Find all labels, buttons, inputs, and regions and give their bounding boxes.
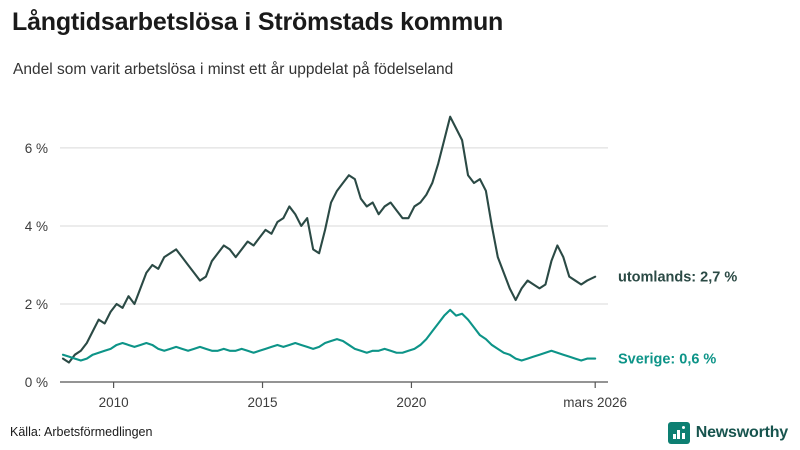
- y-tick-label: 2 %: [25, 297, 48, 312]
- bar-chart-icon: [667, 422, 690, 444]
- x-tick-label: 2020: [396, 395, 426, 410]
- logo-text: Newsworthy: [695, 424, 788, 441]
- y-axis-ticks: 0 % 2 % 4 % 6 %: [25, 141, 48, 390]
- source-note: Källa: Arbetsförmedlingen: [10, 425, 153, 439]
- series-label-sverige: Sverige: 0,6 %: [618, 352, 716, 368]
- y-tick-label: 4 %: [25, 219, 48, 234]
- series-line-sverige: [61, 308, 597, 362]
- x-tick-label: 2015: [247, 395, 277, 410]
- newsworthy-logo: Newsworthy: [667, 422, 788, 444]
- page-subtitle: Andel som varit arbetslösa i minst ett å…: [13, 61, 454, 78]
- x-axis: [60, 381, 608, 388]
- x-tick-label: mars 2026: [563, 395, 627, 410]
- y-tick-label: 6 %: [25, 141, 48, 156]
- series-label-utomlands: utomlands: 2,7 %: [618, 270, 737, 286]
- page-title: Långtidsarbetslösa i Strömstads kommun: [12, 8, 504, 36]
- gridlines: [60, 147, 608, 305]
- x-axis-ticks: 2010 2015 2020 mars 2026: [99, 395, 628, 410]
- series-labels: utomlands: 2,7 % Sverige: 0,6 %: [618, 270, 737, 368]
- series-lines: [61, 115, 597, 364]
- x-tick-label: 2010: [99, 395, 129, 410]
- y-tick-label: 0 %: [25, 375, 48, 390]
- series-line-utomlands: [61, 115, 597, 364]
